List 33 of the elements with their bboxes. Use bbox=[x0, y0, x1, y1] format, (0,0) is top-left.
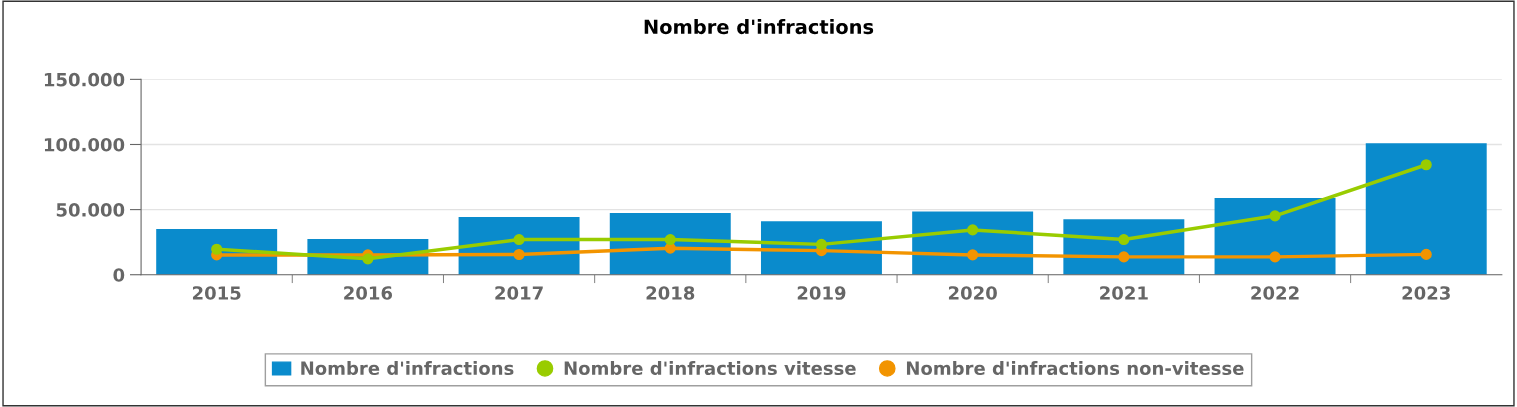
point bbox=[1269, 251, 1281, 263]
y-tick-label: 100.000 bbox=[44, 137, 125, 152]
point bbox=[1420, 159, 1432, 171]
legend-label: Nombre d'infractions vitesse bbox=[564, 361, 856, 376]
point bbox=[1420, 248, 1432, 260]
x-tick-label: 2019 bbox=[797, 286, 846, 300]
point bbox=[513, 234, 525, 246]
x-tick-label: 2018 bbox=[646, 286, 695, 300]
point bbox=[1118, 251, 1130, 263]
x-tick-label: 2020 bbox=[948, 286, 997, 300]
point bbox=[967, 224, 979, 236]
y-tick-label: 50.000 bbox=[56, 203, 125, 217]
legend-label: Nombre d'infractions non-vitesse bbox=[906, 361, 1244, 376]
point bbox=[967, 249, 979, 261]
chart-title: Nombre d'infractions bbox=[644, 19, 874, 35]
x-tick-label: 2017 bbox=[495, 286, 543, 300]
point bbox=[815, 238, 828, 250]
point bbox=[664, 234, 676, 246]
point bbox=[513, 248, 525, 261]
y-tick-label: 0 bbox=[113, 268, 125, 282]
y-tick-label: 150.000 bbox=[44, 72, 125, 87]
x-tick-label: 2022 bbox=[1251, 286, 1299, 300]
x-tick-label: 2016 bbox=[344, 286, 393, 300]
bar bbox=[1365, 143, 1487, 275]
point bbox=[362, 253, 374, 265]
point bbox=[1118, 234, 1130, 246]
point bbox=[211, 243, 223, 255]
bar bbox=[1214, 197, 1336, 275]
x-tick-label: 2015 bbox=[192, 286, 241, 300]
legend-label: Nombre d'infractions bbox=[301, 361, 514, 376]
x-tick-label: 2023 bbox=[1402, 286, 1450, 300]
point bbox=[1269, 210, 1281, 222]
x-tick-label: 2021 bbox=[1100, 286, 1148, 300]
